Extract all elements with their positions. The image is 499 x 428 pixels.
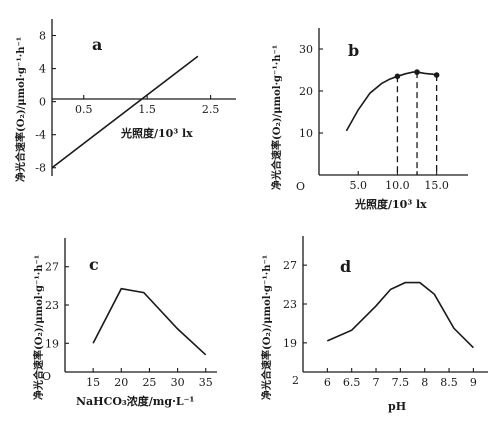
panel-c-ytick-label: 23 (45, 299, 59, 312)
panel-d-xtick-label: 9 (470, 376, 477, 389)
panel-a-label: a (92, 35, 102, 54)
panel-a-series-line (51, 55, 199, 169)
panel-d-ytick-label: 23 (283, 298, 297, 311)
panel-a-ytick-label: -8 (35, 162, 46, 175)
panel-d-ytick-label: 19 (283, 337, 297, 350)
panel-d-xtick-label: 8.5 (440, 376, 458, 389)
panel-b-ticks: 5.0 10.0 15.0 10 20 30 (299, 43, 449, 192)
panel-c-ylabel: 净光合速率(O₂)/μmol·g⁻¹·h⁻¹ (32, 255, 45, 400)
panel-a-ytick-label: 4 (39, 63, 46, 76)
panel-b-data-point (414, 69, 420, 75)
panel-c-ticks: 15 20 25 30 35 19 23 27 (45, 261, 213, 389)
panel-c-xlabel: NaHCO₃浓度/mg·L⁻¹ (76, 394, 194, 408)
panel-c-xtick-label: 20 (114, 376, 128, 389)
panel-a-xtick-label: 1.5 (138, 103, 156, 116)
panel-c-label: c (89, 255, 99, 274)
panel-d-ylabel: 净光合速率(O₂)/μmol·g⁻¹·h⁻¹ (260, 255, 273, 400)
panel-a-ytick-label: -4 (35, 129, 46, 142)
panel-b: 净光合速率(O₂)/μmol·g⁻¹·h⁻¹ O b 光照度/10³ lx 5.… (270, 28, 468, 211)
panel-c-ytick-label: 27 (45, 261, 59, 274)
panel-d-label: d (340, 257, 351, 276)
panel-a-ytick-label: 8 (39, 30, 46, 43)
panel-b-xtick-label: 15.0 (424, 179, 449, 192)
panel-b-data-point (394, 73, 401, 80)
panel-c: 净光合速率(O₂)/μmol·g⁻¹·h⁻¹ O c NaHCO₃浓度/mg·L… (32, 238, 217, 408)
panel-c-series-line (92, 287, 207, 356)
panel-d-ytick-label: 27 (283, 259, 297, 272)
panel-c-xtick-label: 15 (86, 376, 100, 389)
panel-d-xtick-label: 8 (421, 376, 428, 389)
panel-b-xlabel: 光照度/10³ lx (354, 197, 427, 211)
panel-c-xtick-label: 30 (171, 376, 185, 389)
panel-c-series (92, 287, 207, 356)
panel-b-data-point (433, 72, 440, 78)
panel-b-series (345, 69, 440, 175)
panel-b-origin-label: O (296, 180, 305, 193)
panel-a-ytick-label: 0 (39, 96, 46, 109)
panel-b-xtick-label: 5.0 (349, 179, 367, 192)
panel-a: 净光合速率(O₂)/μmol·g⁻¹·h⁻¹ a 光照度/10³ lx 0.5 1… (14, 19, 236, 182)
panel-d-origin-label: 2 (292, 374, 299, 387)
panel-d-xtick-label: 7 (373, 376, 380, 389)
panel-d-xtick-label: 6.5 (343, 376, 361, 389)
panel-d-series (326, 281, 474, 349)
panel-a-series (51, 55, 199, 169)
panel-b-ytick-label: 10 (299, 127, 313, 140)
panel-a-ticks: 0.5 1.5 2.5 -8 -4 0 4 8 (35, 30, 219, 175)
panel-b-series-line (345, 71, 437, 132)
panel-a-xlabel: 光照度/10³ lx (120, 126, 193, 140)
panel-c-origin-label: O (42, 370, 51, 383)
panel-b-xtick-label: 10.0 (385, 179, 410, 192)
panel-b-ylabel: 净光合速率(O₂)/μmol·g⁻¹·h⁻¹ (270, 45, 283, 190)
panel-c-xtick-label: 25 (142, 376, 156, 389)
panel-c-ytick-label: 19 (45, 337, 59, 350)
panel-d-series-line (326, 281, 474, 349)
panel-a-xtick-label: 2.5 (202, 103, 220, 116)
panel-b-ytick-label: 20 (299, 85, 313, 98)
panel-d: 净光合速率(O₂)/μmol·g⁻¹·h⁻¹ 2 d pH 6 6.5 7 7.5 8 8… (260, 236, 488, 413)
panel-c-xtick-label: 35 (199, 376, 213, 389)
panel-b-label: b (348, 41, 359, 60)
panel-d-xlabel: pH (388, 400, 406, 413)
panel-a-xtick-label: 0.5 (75, 103, 93, 116)
panel-b-ytick-label: 30 (299, 43, 313, 56)
panel-d-ticks: 6 6.5 7 7.5 8 8.5 9 19 23 27 (283, 259, 477, 389)
panel-d-xtick-label: 6 (324, 376, 331, 389)
panel-a-ylabel: 净光合速率(O₂)/μmol·g⁻¹·h⁻¹ (14, 37, 27, 182)
panel-d-xtick-label: 7.5 (392, 376, 410, 389)
